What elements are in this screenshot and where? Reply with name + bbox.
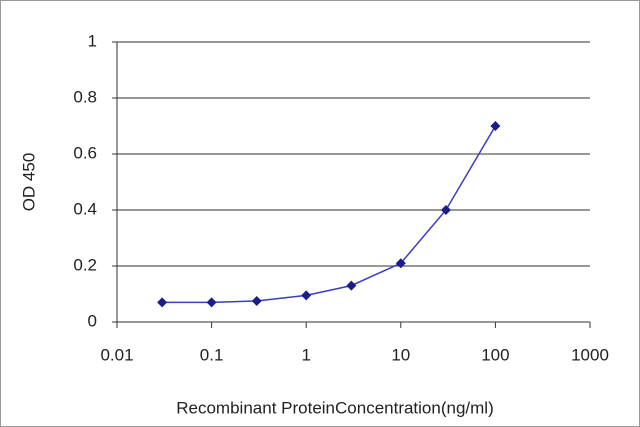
data-point [490,121,501,131]
data-point [301,290,312,301]
x-tick-label: 100 [481,345,509,364]
y-tick-label: 0 [88,311,97,330]
data-line [162,125,497,304]
x-tick-label: 10 [391,345,410,364]
data-point [206,297,217,308]
y-tick-label: 1 [88,31,97,50]
x-tick-label: 0.01 [100,345,133,364]
data-point [395,258,406,269]
y-tick-label: 0.6 [73,143,97,162]
data-point [157,297,168,308]
data-point [440,205,451,215]
y-tick-label: 0.2 [73,255,97,274]
data-point [251,296,262,306]
x-axis-label: Recombinant ProteinConcentration(ng/ml) [176,398,494,417]
x-tick-label: 0.1 [200,345,224,364]
data-point [346,280,357,291]
y-tick-label: 0.8 [73,87,97,106]
x-tick-label: 1000 [571,345,609,364]
x-tick-label: 1 [301,345,310,364]
y-tick-label: 0.4 [73,199,97,218]
y-axis-label: OD 450 [19,153,38,212]
